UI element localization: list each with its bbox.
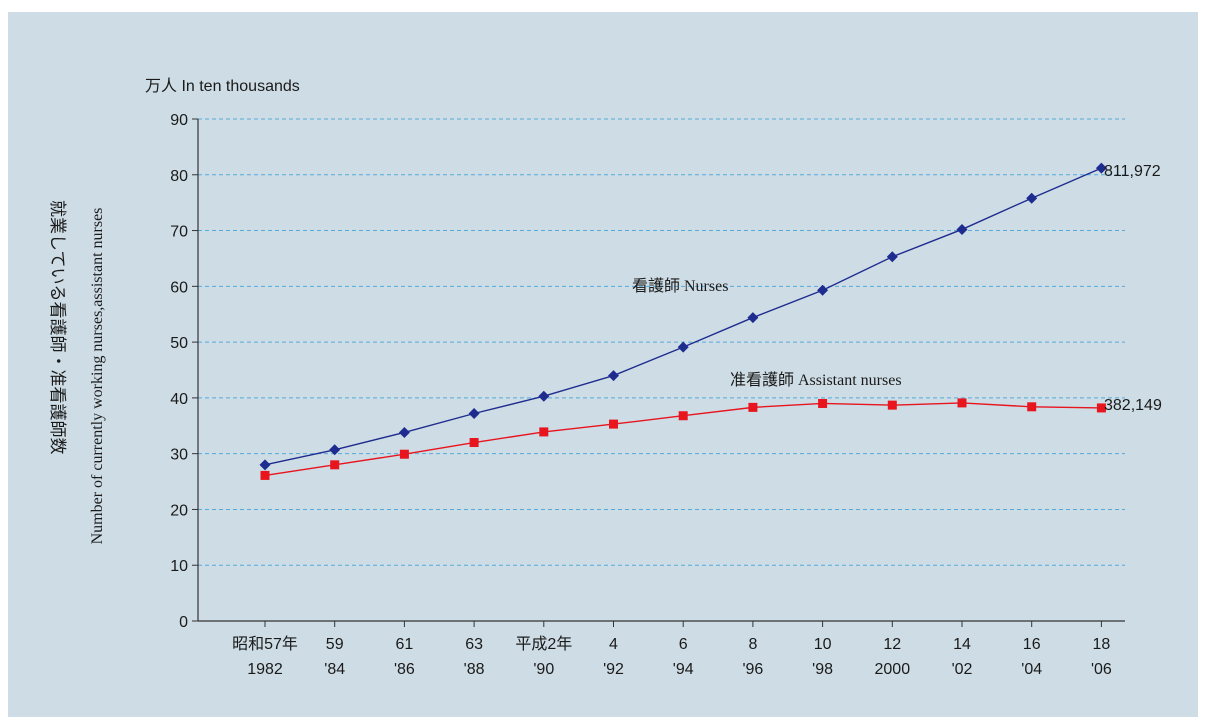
x-tick-label-top: 61 (396, 636, 414, 653)
x-tick-label-bottom: 2000 (875, 661, 911, 678)
x-tick-label-bottom: '02 (952, 661, 973, 678)
data-point-nurses (817, 284, 829, 296)
data-point-assistant-nurses (539, 427, 549, 437)
y-tick-label: 30 (170, 447, 188, 464)
data-point-nurses (259, 459, 271, 471)
x-tick-label-bottom: 1982 (247, 661, 283, 678)
x-tick-label-bottom: '06 (1091, 661, 1112, 678)
data-point-nurses (956, 223, 968, 235)
data-point-assistant-nurses (399, 449, 409, 459)
x-tick-label-bottom: '98 (812, 661, 833, 678)
end-label-nurses: 811,972 (1104, 163, 1161, 180)
data-point-assistant-nurses (260, 470, 270, 480)
x-tick-label-bottom: '92 (603, 661, 624, 678)
y-axis-label-ja: 就業している看護師・准看護師数 (47, 200, 67, 455)
x-tick-label-bottom: '88 (464, 661, 485, 678)
x-tick-label-top: 16 (1023, 636, 1041, 653)
data-point-assistant-nurses (748, 402, 758, 412)
gridlines (198, 118, 1125, 566)
y-axis-ticks: 0 10 20 30 40 50 60 70 80 90 (170, 112, 198, 631)
x-tick-label-bottom: '84 (324, 661, 345, 678)
x-tick-label-top: 6 (679, 636, 688, 653)
x-tick-label-top: 63 (465, 636, 483, 653)
y-tick-label: 80 (170, 168, 188, 185)
y-tick-label: 20 (170, 502, 188, 519)
data-point-assistant-nurses (678, 411, 688, 421)
data-point-nurses (747, 312, 759, 324)
x-tick-label-bottom: '04 (1021, 661, 1042, 678)
x-tick-label-top: 14 (953, 636, 971, 653)
y-tick-label: 90 (170, 112, 188, 129)
y-axis-label-en: Number of currently working nurses,assis… (89, 208, 106, 545)
end-label-assistant-nurses: 382,149 (1104, 397, 1162, 414)
data-point-nurses (329, 444, 341, 456)
chart-panel: 0 10 20 30 40 50 60 70 80 90 昭和57年 1982 59 '84 61 '86 6… (8, 12, 1198, 717)
data-point-nurses (468, 408, 480, 420)
x-axis-ticks: 昭和57年 1982 59 '84 61 '86 63 '88 平成2年 '90 4 '92 6 '94 8… (232, 621, 1112, 678)
y-unit-label: 万人 In ten thousands (145, 77, 300, 95)
data-point-assistant-nurses (609, 419, 618, 429)
data-point-assistant-nurses (330, 460, 340, 470)
data-point-assistant-nurses (469, 438, 479, 448)
data-point-nurses (1026, 192, 1038, 204)
y-tick-label: 60 (170, 279, 188, 296)
data-point-assistant-nurses (957, 398, 967, 408)
data-point-assistant-nurses (818, 398, 828, 408)
data-point-nurses (398, 426, 410, 438)
x-tick-label-top: 平成2年 (515, 635, 572, 653)
data-point-assistant-nurses (1027, 402, 1037, 412)
data-point-assistant-nurses (887, 400, 897, 410)
line-chart: 0 10 20 30 40 50 60 70 80 90 昭和57年 1982 59 '84 61 '86 6… (47, 77, 1162, 678)
data-point-nurses (538, 390, 550, 402)
data-point-assistant-nurses (1096, 403, 1106, 413)
y-tick-label: 50 (170, 335, 188, 352)
series-line-nurses (264, 167, 1102, 466)
x-tick-label-top: 4 (609, 636, 618, 653)
y-tick-label: 10 (170, 558, 188, 575)
data-point-nurses (608, 370, 619, 382)
x-tick-label-top: 18 (1093, 636, 1111, 653)
y-tick-label: 40 (170, 391, 188, 408)
x-tick-label-top: 昭和57年 (232, 635, 298, 653)
y-tick-label: 70 (170, 224, 188, 241)
x-tick-label-bottom: '86 (394, 661, 415, 678)
x-tick-label-top: 12 (883, 636, 901, 653)
series-markers (259, 162, 1107, 480)
data-point-nurses (886, 251, 898, 263)
series-lines (264, 167, 1102, 477)
axes (197, 119, 1125, 622)
x-tick-label-top: 59 (326, 636, 344, 653)
y-tick-label: 0 (179, 614, 188, 631)
x-tick-label-bottom: '94 (673, 661, 694, 678)
x-tick-label-top: 8 (748, 636, 757, 653)
data-point-nurses (677, 341, 689, 353)
x-tick-label-top: 10 (814, 636, 832, 653)
data-point-nurses (1095, 162, 1107, 174)
series-label-assistant-nurses: 准看護師 Assistant nurses (730, 371, 902, 389)
x-tick-label-bottom: '96 (742, 661, 763, 678)
x-tick-label-bottom: '90 (533, 661, 554, 678)
series-label-nurses: 看護師 Nurses (632, 277, 728, 295)
